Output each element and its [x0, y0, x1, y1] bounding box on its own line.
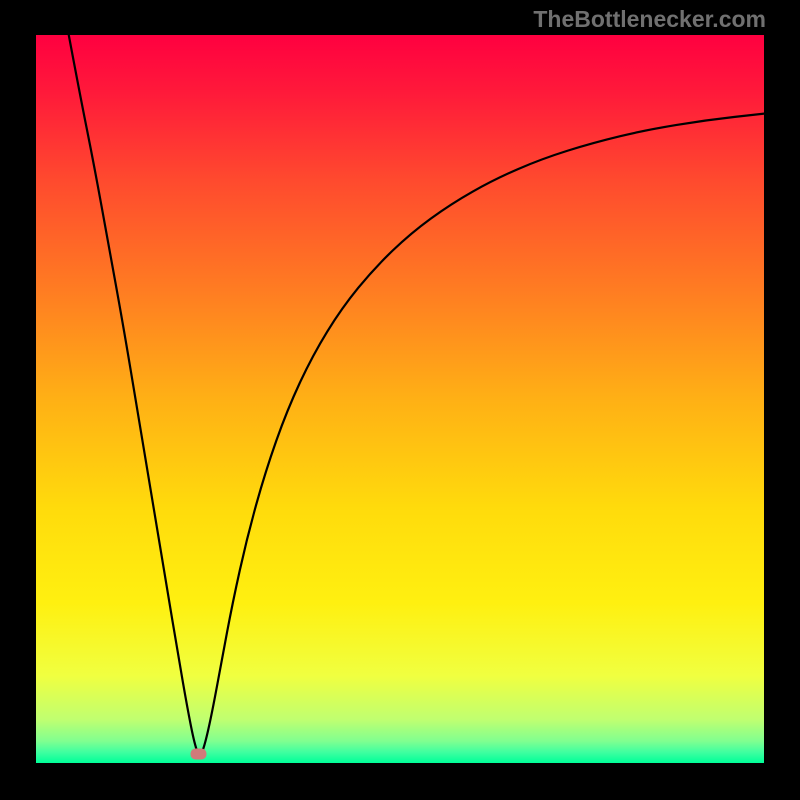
optimal-point-marker — [190, 748, 207, 760]
watermark-text: TheBottlenecker.com — [533, 6, 766, 33]
chart-container: TheBottlenecker.com — [0, 0, 800, 800]
bottleneck-curve — [36, 35, 764, 763]
plot-area — [36, 35, 764, 763]
